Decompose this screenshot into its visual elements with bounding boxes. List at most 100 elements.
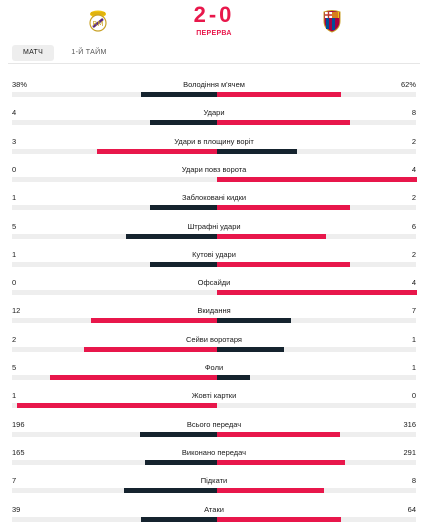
away-value: 1 — [411, 363, 416, 372]
away-stat-bar — [217, 233, 326, 239]
stat-label: Офсайди — [197, 278, 231, 288]
home-value: 165 — [12, 447, 25, 457]
home-value: 39 — [12, 504, 21, 514]
away-stat-bar — [217, 176, 417, 182]
home-stat-bar — [150, 261, 217, 267]
away-stat-bar — [217, 290, 417, 296]
stat-row: 38% Володіння м'ячем 62% — [0, 80, 428, 102]
stat-label: Удари — [203, 108, 225, 118]
stat-label: Атаки — [204, 504, 224, 514]
away-stat-bar — [217, 431, 340, 437]
away-stat-bar — [217, 318, 291, 324]
stat-label: Удари в площину воріт — [174, 136, 254, 146]
fc-barcelona-crest-icon — [323, 10, 341, 33]
away-value: 1 — [411, 334, 416, 344]
match-status: ПЕРЕРВА — [196, 30, 232, 37]
home-stat-bar — [150, 120, 217, 126]
stat-row: 0 Офсайди 4 — [0, 278, 428, 300]
away-value: 291 — [403, 447, 416, 457]
away-value: 0 — [411, 391, 416, 401]
match-score: 2-0 — [193, 2, 235, 27]
match-header: RM 2-0 ПЕРЕРВА — [0, 0, 428, 42]
stat-row: 0 Удари повз ворота 4 — [0, 165, 428, 187]
home-stat-bar — [17, 403, 217, 409]
away-value: 2 — [411, 193, 416, 203]
away-stat-bar — [217, 516, 341, 522]
home-value: 3 — [12, 136, 17, 146]
home-stat-bar — [150, 205, 217, 211]
stat-row: 196 Всього передач 316 — [0, 420, 428, 442]
stat-label: Штрафні удари — [187, 221, 241, 231]
stat-label: Сейви воротаря — [186, 334, 242, 344]
svg-text:RM: RM — [93, 20, 104, 28]
away-stat-bar — [217, 488, 324, 494]
home-value: 0 — [12, 164, 17, 174]
away-stat-bar — [217, 459, 345, 465]
home-stat-bar — [141, 92, 217, 97]
home-value: 1 — [12, 249, 17, 259]
home-stat-bar — [97, 148, 217, 154]
stat-bar-track — [12, 290, 416, 296]
stat-label: Володіння м'ячем — [183, 80, 245, 89]
home-stat-bar — [145, 459, 217, 465]
stat-row: 5 Фоли 1 — [0, 363, 428, 385]
away-value: 2 — [411, 136, 416, 146]
home-value: 4 — [12, 108, 17, 118]
stat-label: Всього передач — [186, 419, 242, 429]
home-value: 0 — [12, 278, 17, 288]
away-stat-bar — [217, 92, 341, 97]
away-value: 8 — [411, 476, 416, 486]
stat-row: 3 Удари в площину воріт 2 — [0, 137, 428, 159]
stat-row: 12 Вкидання 7 — [0, 306, 428, 328]
stat-label: Заблоковані кидки — [181, 193, 247, 203]
home-value: 7 — [12, 476, 17, 486]
home-value: 1 — [12, 193, 17, 203]
away-stat-bar — [217, 261, 350, 267]
stat-label: Фоли — [204, 363, 224, 372]
stat-label: Вкидання — [197, 306, 231, 316]
real-madrid-crest-icon: RM — [89, 10, 107, 32]
home-stat-bar — [50, 375, 217, 380]
stat-row: 1 Заблоковані кидки 2 — [0, 193, 428, 215]
stat-label: Кутові удари — [192, 249, 236, 259]
away-value: 64 — [407, 504, 416, 514]
home-stat-bar — [140, 431, 217, 437]
stat-row: 1 Кутові удари 2 — [0, 250, 428, 272]
stat-label: Підкати — [200, 476, 228, 486]
away-value: 316 — [403, 419, 416, 429]
away-value: 62% — [400, 80, 416, 89]
home-stat-bar — [141, 516, 217, 522]
tab-first-half[interactable]: 1-Й ТАЙМ — [71, 49, 107, 56]
home-stat-bar — [124, 488, 217, 494]
away-value: 8 — [411, 108, 416, 118]
stat-row: 5 Штрафні удари 6 — [0, 222, 428, 244]
stat-row: 39 Атаки 64 — [0, 505, 428, 525]
tab-match[interactable]: МАТЧ — [12, 45, 54, 61]
stat-row: 7 Підкати 8 — [0, 476, 428, 498]
stat-label: Жовті картки — [191, 391, 237, 401]
home-value: 5 — [12, 363, 17, 372]
stat-label: Виконано передач — [181, 447, 247, 457]
away-stat-bar — [217, 375, 250, 380]
stat-row: 1 Жовті картки 0 — [0, 391, 428, 413]
stat-label: Удари повз ворота — [181, 164, 247, 174]
away-value: 2 — [411, 249, 416, 259]
away-value: 6 — [411, 221, 416, 231]
away-stat-bar — [217, 346, 284, 352]
home-value: 5 — [12, 221, 17, 231]
stat-row: 4 Удари 8 — [0, 108, 428, 130]
away-value: 4 — [411, 164, 416, 174]
stat-row: 165 Виконано передач 291 — [0, 448, 428, 470]
home-value: 2 — [12, 334, 17, 344]
home-stat-bar — [91, 318, 217, 324]
away-value: 4 — [411, 278, 416, 288]
home-stat-bar — [84, 346, 217, 352]
home-value: 12 — [12, 306, 21, 316]
stat-row: 2 Сейви воротаря 1 — [0, 335, 428, 357]
home-value: 38% — [12, 80, 28, 89]
away-value: 7 — [411, 306, 416, 316]
away-stat-bar — [217, 205, 350, 211]
home-value: 1 — [12, 391, 17, 401]
tab-bar: МАТЧ 1-Й ТАЙМ — [8, 42, 420, 64]
away-stat-bar — [217, 148, 297, 154]
